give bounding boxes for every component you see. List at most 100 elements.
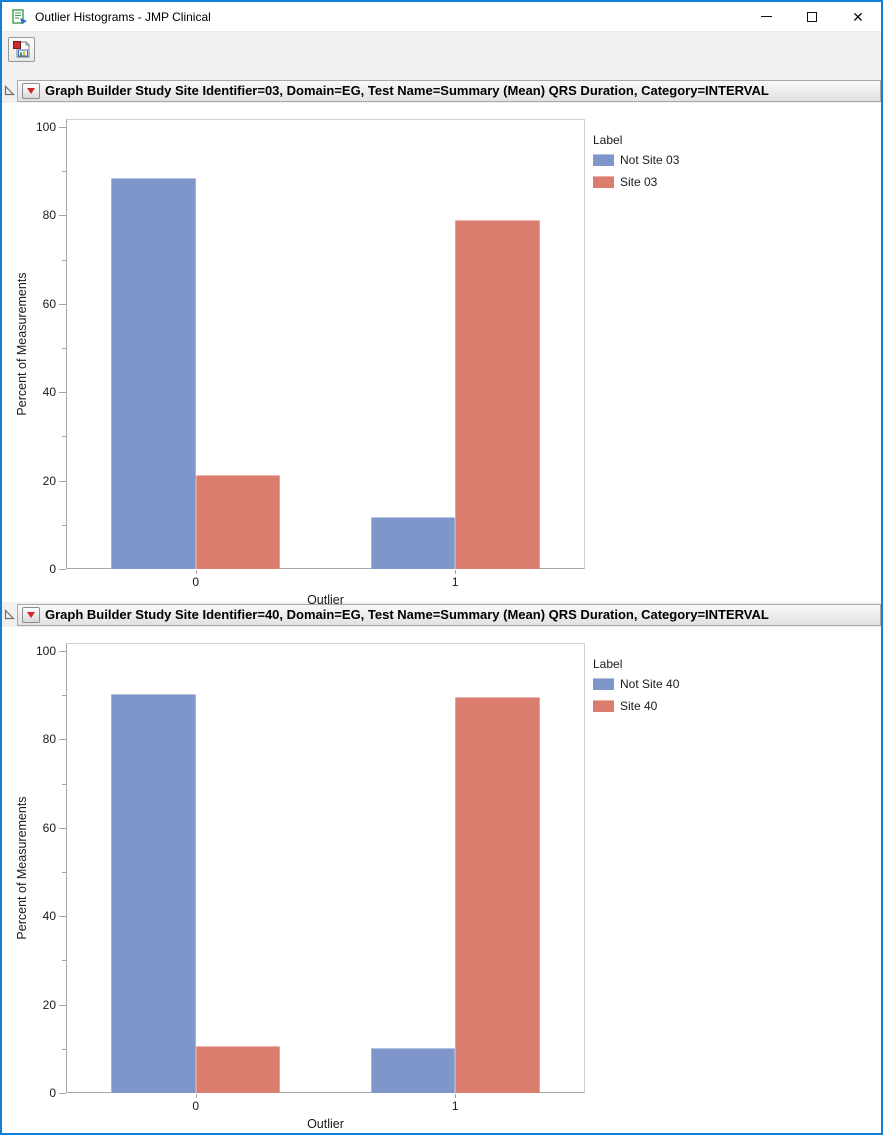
x-tick-mark [195,1094,197,1098]
y-minor-tick-mark [62,348,66,349]
y-tick-mark [59,1004,66,1006]
bar-not-site-03-outlier-0[interactable] [111,177,196,569]
panel-2-header-bar: Graph Builder Study Site Identifier=40, … [17,603,881,626]
x-tick-mark [455,1094,457,1098]
bar-site-03-outlier-0[interactable] [195,475,281,569]
x-tick-mark [195,570,197,574]
close-icon: ✕ [852,8,864,25]
panel-1-chart-body: 0 20 40 60 80 100 0 1 Outlier Percent of Measurem… [2,103,881,607]
panel-2-title: Graph Builder Study Site Identifier=40, … [45,607,769,622]
title-bar: Outlier Histograms - JMP Clinical ✕ [2,2,881,32]
y-tick-label: 80 [42,208,56,223]
y-tick-mark [59,827,66,829]
y-tick-mark [59,651,66,652]
disclosure-open-icon [4,85,15,96]
maximize-button[interactable] [789,2,835,31]
panel-1-red-triangle-menu-button[interactable] [22,82,40,99]
y-minor-tick-mark [62,524,66,526]
legend: Label Not Site 40 Site 40 [593,657,679,721]
y-tick-label: 0 [49,1086,56,1100]
legend-item-not-site-03: Not Site 03 [593,153,679,167]
legend-label[interactable]: Not Site 03 [620,153,680,167]
panel-2-red-triangle-menu-button[interactable] [22,606,40,623]
legend-item-site-40: Site 40 [593,699,679,713]
y-tick-label: 0 [49,562,56,576]
y-minor-tick-mark [62,695,66,697]
jmp-app-icon [12,8,27,24]
y-tick-mark [59,127,66,128]
legend-title: Label [593,657,623,671]
window-controls: ✕ [743,2,881,31]
x-tick-label: 1 [451,575,459,589]
y-tick-label: 40 [42,909,56,924]
y-minor-tick-mark [62,960,66,962]
y-tick-label: 40 [42,385,56,400]
y-tick-label: 60 [42,820,56,835]
panel-1-header-row: Graph Builder Study Site Identifier=03, … [2,78,881,103]
y-tick-label: 100 [35,120,56,134]
y-tick-mark [59,569,66,570]
maximize-icon [807,11,817,22]
y-minor-tick-mark [62,1048,66,1050]
window-title: Outlier Histograms - JMP Clinical [35,9,211,24]
bar-not-site-40-outlier-1[interactable] [370,1048,456,1093]
bar-site-03-outlier-1[interactable] [455,219,540,569]
y-tick-label: 20 [42,473,56,488]
y-tick-mark [59,303,66,305]
legend: Label Not Site 03 Site 03 [593,133,679,197]
x-axis-title: Outlier [307,593,344,607]
close-button[interactable]: ✕ [835,2,881,31]
legend-item-not-site-40: Not Site 40 [593,677,679,691]
legend-label[interactable]: Site 40 [620,699,658,713]
y-tick-label: 20 [42,997,56,1012]
red-triangle-icon [27,87,35,94]
toolbar [2,32,881,78]
y-tick-label: 60 [42,296,56,311]
y-minor-tick-mark [62,171,66,173]
y-axis-title: Percent of Measurements [15,796,29,940]
legend-title: Label [593,133,623,147]
x-tick-mark [455,570,457,574]
legend-swatch[interactable] [593,176,614,188]
y-minor-tick-mark [62,259,66,261]
y-tick-mark [59,739,66,741]
bar-site-40-outlier-1[interactable] [455,696,540,1093]
y-tick-mark [59,215,66,217]
legend-label[interactable]: Site 03 [620,175,658,189]
y-tick-mark [59,1093,66,1094]
legend-label[interactable]: Not Site 40 [620,677,680,691]
x-tick-label: 1 [451,1099,459,1113]
panel-2-header-row: Graph Builder Study Site Identifier=40, … [2,602,881,627]
legend-swatch[interactable] [593,700,614,712]
panel-1-title: Graph Builder Study Site Identifier=03, … [45,83,769,98]
y-minor-tick-mark [62,872,66,873]
legend-swatch[interactable] [593,678,614,690]
x-tick-label: 0 [192,1099,200,1113]
legend-swatch[interactable] [593,154,614,166]
panel-2-chart-body: 0 20 40 60 80 100 0 1 Outlier Percent of Measurem… [2,627,881,1133]
y-tick-mark [59,392,66,394]
save-report-image-button[interactable] [8,37,35,62]
panel-1-header-bar: Graph Builder Study Site Identifier=03, … [17,79,881,102]
y-minor-tick-mark [62,783,66,785]
y-tick-label: 100 [35,644,56,658]
red-triangle-icon [27,611,35,618]
disclosure-open-icon [4,609,15,620]
bar-not-site-40-outlier-0[interactable] [111,693,196,1093]
y-axis-title: Percent of Measurements [15,272,29,416]
bar-not-site-03-outlier-1[interactable] [370,516,456,569]
save-report-image-icon [13,41,30,58]
x-axis-title: Outlier [307,1117,344,1131]
y-minor-tick-mark [62,436,66,438]
panel-1-disclosure-triangle[interactable] [2,85,17,96]
minimize-button[interactable] [743,2,789,31]
y-tick-label: 80 [42,732,56,747]
legend-item-site-03: Site 03 [593,175,679,189]
minimize-icon [760,16,772,17]
bar-site-40-outlier-0[interactable] [195,1045,281,1093]
y-tick-mark [59,916,66,918]
x-tick-label: 0 [192,575,200,589]
y-tick-mark [59,480,66,482]
panel-2-disclosure-triangle[interactable] [2,609,17,620]
